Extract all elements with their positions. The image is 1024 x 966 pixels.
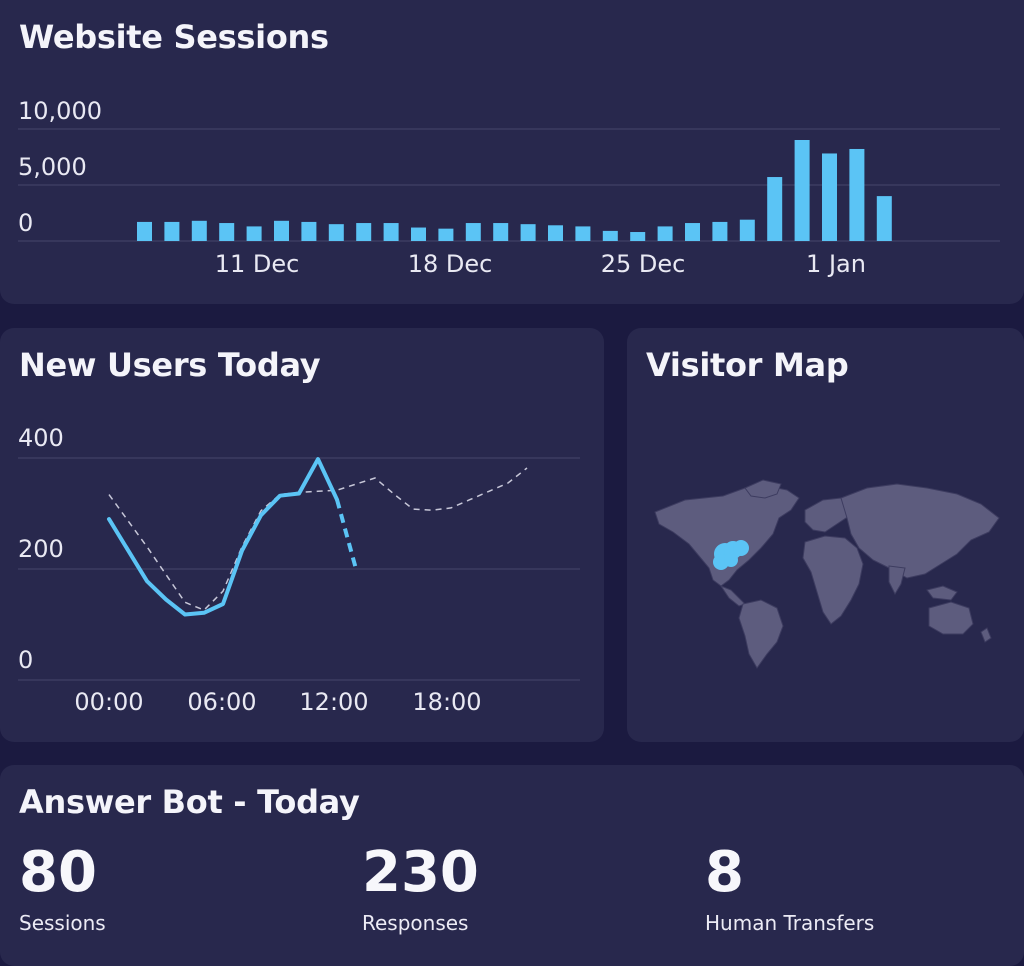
users-x-tick: 18:00 bbox=[412, 688, 481, 716]
website-sessions-chart: 10,000 5,000 0 11 Dec 18 Dec 25 Dec 1 Jan bbox=[18, 97, 1000, 278]
new-users-title: New Users Today bbox=[19, 346, 321, 384]
sessions-x-tick: 1 Jan bbox=[806, 250, 866, 278]
sessions-y-tick: 5,000 bbox=[18, 153, 87, 181]
sessions-x-tick: 18 Dec bbox=[408, 250, 493, 278]
world-map[interactable] bbox=[627, 328, 1024, 742]
sessions-bar[interactable] bbox=[602, 230, 618, 241]
europe-shape bbox=[804, 497, 854, 533]
sessions-bar[interactable] bbox=[356, 223, 372, 241]
users-comparison-line bbox=[108, 467, 528, 611]
australia-shape bbox=[928, 601, 974, 635]
users-y-tick: 0 bbox=[18, 646, 33, 674]
users-y-tick: 400 bbox=[18, 424, 64, 452]
visitor-map-title: Visitor Map bbox=[646, 346, 849, 384]
sessions-bar[interactable] bbox=[219, 223, 235, 241]
india-shape bbox=[888, 565, 906, 596]
sessions-bar[interactable] bbox=[411, 227, 426, 241]
sessions-x-tick: 11 Dec bbox=[215, 250, 300, 278]
stat-sessions-label: Sessions bbox=[19, 911, 106, 935]
sessions-bar[interactable] bbox=[493, 223, 509, 241]
north-america-shape bbox=[654, 485, 800, 587]
stat-human-transfers-value: 8 bbox=[705, 840, 744, 905]
visitor-map-card: Visitor Map bbox=[627, 328, 1024, 742]
asia-shape bbox=[840, 483, 1000, 579]
sessions-bar[interactable] bbox=[465, 223, 481, 241]
sessions-y-tick: 10,000 bbox=[18, 97, 102, 125]
sessions-bar[interactable] bbox=[246, 226, 262, 241]
new-zealand-shape bbox=[980, 627, 992, 643]
users-x-tick: 00:00 bbox=[74, 688, 143, 716]
visitor-highlight bbox=[713, 540, 749, 570]
stat-human-transfers-label: Human Transfers bbox=[705, 911, 875, 935]
sessions-bar[interactable] bbox=[712, 221, 728, 241]
website-sessions-card: Website Sessions 10,000 5,000 0 11 Dec 18 D… bbox=[0, 0, 1024, 304]
answer-bot-title: Answer Bot - Today bbox=[19, 783, 360, 821]
stat-sessions: 80 Sessions bbox=[19, 840, 106, 936]
sessions-bar[interactable] bbox=[822, 153, 837, 241]
sessions-bar[interactable] bbox=[548, 225, 563, 241]
se-asia-shape bbox=[926, 585, 958, 601]
sessions-bar[interactable] bbox=[438, 228, 454, 241]
sessions-bar[interactable] bbox=[328, 224, 344, 241]
sessions-bar[interactable] bbox=[191, 220, 207, 241]
stat-responses: 230 Responses bbox=[362, 840, 479, 936]
stat-sessions-value: 80 bbox=[19, 840, 97, 905]
south-america-shape bbox=[738, 599, 784, 669]
sessions-bar[interactable] bbox=[137, 221, 152, 241]
sessions-bar[interactable] bbox=[685, 223, 700, 241]
sessions-bar[interactable] bbox=[164, 221, 180, 241]
stat-human-transfers: 8 Human Transfers bbox=[705, 840, 875, 936]
sessions-bar[interactable] bbox=[767, 177, 783, 241]
sessions-bar[interactable] bbox=[657, 226, 673, 241]
sessions-bar[interactable] bbox=[630, 232, 646, 241]
website-sessions-title: Website Sessions bbox=[19, 18, 329, 56]
central-america-shape bbox=[719, 584, 746, 607]
sessions-bar[interactable] bbox=[739, 219, 755, 241]
sessions-bar[interactable] bbox=[520, 224, 536, 241]
users-y-tick: 200 bbox=[18, 535, 64, 563]
greenland-shape bbox=[744, 479, 782, 499]
users-projection-line bbox=[335, 499, 358, 570]
sessions-bar[interactable] bbox=[794, 140, 810, 241]
users-x-tick: 12:00 bbox=[299, 688, 368, 716]
sessions-bar[interactable] bbox=[575, 226, 591, 241]
stat-responses-label: Responses bbox=[362, 911, 469, 935]
africa-shape bbox=[802, 535, 864, 625]
answer-bot-card: Answer Bot - Today 80 Sessions 230 Respo… bbox=[0, 765, 1024, 966]
users-x-tick: 06:00 bbox=[187, 688, 256, 716]
sessions-y-tick: 0 bbox=[18, 209, 33, 237]
sessions-x-tick: 25 Dec bbox=[601, 250, 686, 278]
sessions-bar[interactable] bbox=[849, 148, 865, 241]
sessions-bar[interactable] bbox=[274, 220, 289, 241]
stat-responses-value: 230 bbox=[362, 840, 479, 905]
new-users-chart: 400 200 0 00:00 06:00 12:00 18:00 bbox=[18, 424, 580, 716]
new-users-card: New Users Today 400 200 0 00:00 06:00 12:00 1… bbox=[0, 328, 604, 742]
sessions-bar[interactable] bbox=[876, 196, 892, 241]
sessions-bar[interactable] bbox=[301, 221, 317, 241]
sessions-bar[interactable] bbox=[383, 223, 399, 241]
users-today-line bbox=[107, 457, 339, 617]
